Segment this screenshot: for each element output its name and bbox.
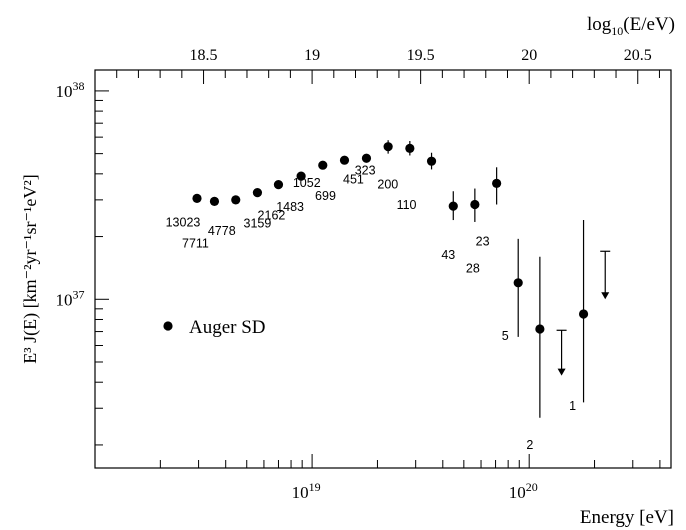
top-tick-label: 20.5: [624, 47, 652, 64]
x-axis-label: Energy [eV]: [580, 507, 674, 528]
legend: Auger SD: [163, 317, 266, 338]
event-count-label: 699: [315, 189, 336, 203]
y-tick-label: 1037: [56, 287, 85, 309]
data-point: [383, 142, 393, 152]
x-tick-label: 1019: [292, 480, 321, 502]
data-point: [296, 171, 306, 181]
data-point: [252, 188, 263, 198]
event-count-label: 2: [526, 438, 533, 452]
data-point: [578, 309, 589, 319]
x-tick-label: 1020: [509, 480, 538, 502]
plot-frame: [94, 69, 672, 469]
event-count-label: 1483: [276, 200, 304, 214]
event-count-label: 2162: [258, 209, 286, 223]
upper-limit-arrow: [601, 292, 610, 300]
data-point: [318, 160, 328, 170]
event-count-label: 7711: [182, 236, 209, 250]
event-count-label: 43: [441, 248, 455, 262]
axis-tick-labels: 18.5 19 19.5 20 20.5 1019 1020 1037 1038: [56, 47, 652, 502]
event-count-label: 323: [355, 164, 376, 178]
data-point: [231, 195, 241, 205]
legend-marker: [163, 321, 173, 331]
y-tick-label: 1038: [56, 79, 85, 101]
legend-label: Auger SD: [189, 317, 266, 338]
event-count-label: 200: [377, 177, 398, 191]
event-count-label: 4778: [208, 224, 236, 238]
data-point: [192, 193, 202, 203]
data-point: [448, 201, 458, 211]
axis-ticks: [94, 70, 661, 468]
event-count-label: 23: [476, 234, 490, 248]
data-point: [405, 143, 415, 153]
data-point: [513, 278, 523, 288]
top-tick-label: 19.5: [407, 47, 435, 64]
top-tick-label: 18.5: [190, 47, 218, 64]
top-tick-label: 19: [304, 47, 320, 64]
event-count-label: 1052: [293, 176, 321, 190]
data-point: [209, 196, 220, 206]
data-point: [492, 178, 502, 188]
y-axis-label: E³ J(E) [km⁻²yr⁻¹sr⁻¹eV²]: [20, 174, 41, 363]
data-point: [361, 153, 372, 163]
top-tick-label: 20: [521, 47, 537, 64]
data-point: [273, 180, 284, 190]
top-axis-label: log10(E/eV): [587, 14, 675, 38]
event-count-label: 28: [466, 262, 480, 276]
data-point: [470, 199, 480, 210]
event-count-label: 451: [343, 172, 364, 186]
event-count-label: 3159: [244, 217, 272, 231]
event-count-label: 1: [569, 399, 576, 413]
event-count-label: 5: [502, 329, 509, 343]
data-point: [535, 324, 545, 334]
event-count-label: 110: [397, 198, 417, 212]
data-point: [426, 156, 437, 166]
data-point: [339, 155, 350, 165]
event-count-label: 13023: [166, 215, 201, 229]
upper-limit-arrow: [557, 368, 566, 376]
